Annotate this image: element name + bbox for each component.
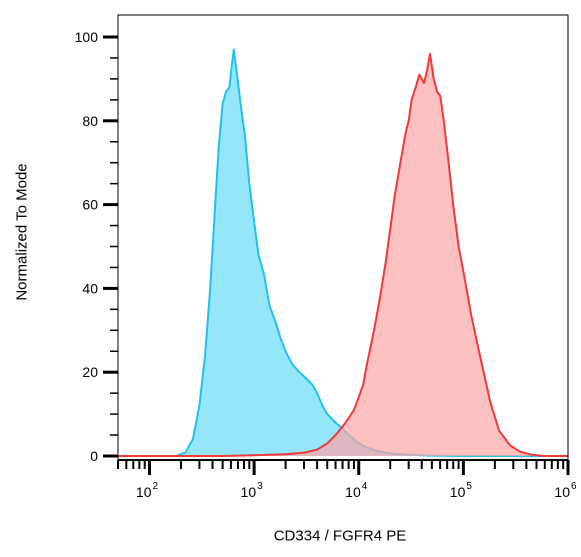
- x-tick-exponent: 6: [571, 481, 577, 492]
- y-tick-label: 60: [82, 197, 98, 213]
- y-tick-label: 0: [90, 448, 98, 464]
- x-tick-exponent: 2: [152, 481, 158, 492]
- y-axis-title: Normalized To Mode: [13, 163, 31, 301]
- x-tick-label: 10: [345, 484, 361, 500]
- y-tick-label: 40: [82, 280, 98, 296]
- x-tick-exponent: 3: [257, 481, 263, 492]
- x-tick-exponent: 5: [466, 481, 472, 492]
- series-1-line: [118, 48, 568, 457]
- plot-frame: [117, 14, 569, 461]
- series-2-fill: [118, 53, 568, 457]
- y-tick-label: 80: [82, 113, 98, 129]
- histogram-areas: [118, 48, 568, 457]
- y-axis: 0 20 40 60 80 100: [75, 29, 118, 464]
- x-axis: 10 2 10 3 10 4 10 5 10 6: [117, 459, 577, 500]
- y-tick-label: 100: [75, 29, 99, 45]
- series-2-line: [118, 52, 568, 457]
- x-axis-title: CD334 / FGFR4 PE: [273, 527, 407, 545]
- y-tick-label: 20: [82, 364, 98, 380]
- x-tick-exponent: 4: [362, 481, 368, 492]
- series-1-fill: [118, 49, 568, 456]
- x-tick-label: 10: [241, 484, 257, 500]
- x-tick-label: 10: [554, 484, 570, 500]
- x-tick-label: 10: [450, 484, 466, 500]
- x-tick-label: 10: [136, 484, 152, 500]
